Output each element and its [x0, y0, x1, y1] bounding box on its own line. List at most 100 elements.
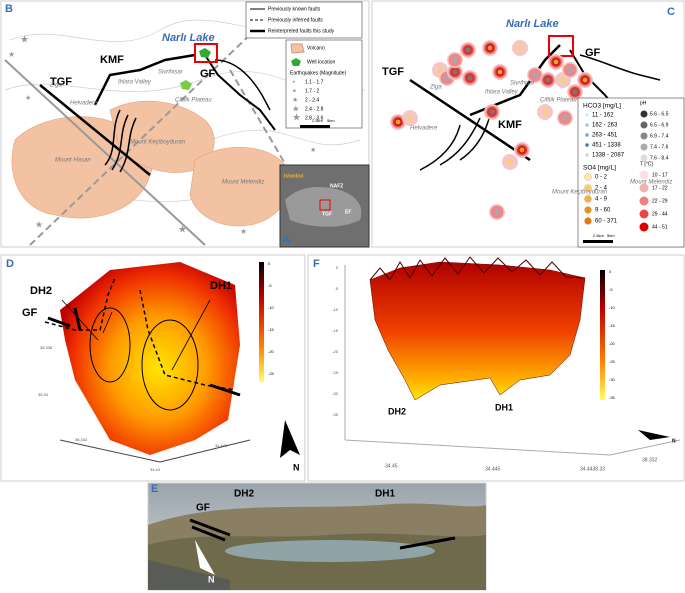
- place-name: Sivrihisar: [158, 70, 184, 76]
- colorbar-tick: -10: [268, 305, 275, 310]
- legend-dot: [640, 154, 648, 162]
- panel-label: B: [5, 3, 13, 15]
- legend-text: 7.6 - 8.4: [650, 155, 669, 161]
- sample-core: [507, 159, 513, 165]
- surface: [369, 261, 586, 401]
- panel-label: C: [667, 6, 675, 18]
- fault-name: TGF: [50, 76, 72, 88]
- svg-text:★: ★: [178, 225, 187, 236]
- legend-dot: [585, 123, 589, 127]
- surface-edge: [369, 256, 586, 281]
- legend-text: 162 - 263: [592, 123, 618, 129]
- sample-core: [437, 67, 443, 73]
- fault-name: KMF: [498, 119, 522, 131]
- axis-tick: 34.44: [150, 467, 161, 472]
- texts: B Narlı Lake KMF TGF GF Ziga Ihlara Valley Sivr…: [5, 3, 676, 584]
- north-arrow: [195, 540, 215, 575]
- well-zone: [89, 307, 131, 383]
- place-name: TGF: [322, 211, 332, 217]
- sample-core: [487, 45, 493, 51]
- axis-tick: 38.338: [40, 345, 53, 350]
- svg-text:★: ★: [240, 227, 247, 236]
- legend-text: 6.5 - 6.9: [650, 122, 669, 128]
- colorbar: [259, 262, 264, 382]
- legend-dot: [640, 132, 648, 140]
- svg-text:★: ★: [25, 94, 31, 102]
- legend-text: Previously known faults: [268, 6, 321, 12]
- colorbar-tick: -15: [268, 327, 275, 332]
- lake-name: Narlı Lake: [506, 18, 559, 30]
- sample-core: [519, 147, 525, 153]
- sample-core: [494, 209, 500, 215]
- place-name: Ziga: [49, 83, 62, 89]
- colorbar-tick: -20: [268, 349, 275, 354]
- faults-b: [39, 53, 276, 176]
- place-name: Çiftlik Plateau: [175, 98, 212, 104]
- legend-star: ★: [292, 96, 298, 104]
- north-label: N: [208, 574, 215, 584]
- place-name: EF: [345, 209, 351, 215]
- place-name: Ihlara Valley: [118, 80, 152, 86]
- legend-dot: [639, 209, 649, 219]
- place-name: Ziga: [429, 85, 442, 91]
- legend-text: 5.6 - 6.5: [650, 111, 669, 117]
- axis-tick: 34.45: [385, 463, 398, 469]
- fault-name: GF: [196, 503, 210, 514]
- sample-core: [545, 77, 551, 83]
- place-name: Mount Melendiz: [222, 180, 264, 186]
- colorbar-tick: -20: [609, 341, 616, 346]
- regional-faults: [4, 29, 331, 246]
- legend-star: ★: [292, 113, 301, 124]
- place-name: Istanbul: [284, 173, 304, 179]
- colorbar-tick: -10: [609, 305, 616, 310]
- legend-c-symbols: [584, 110, 649, 232]
- legend-text: 44 - 51: [652, 224, 668, 230]
- place-name: Çiftlik Plateau: [540, 98, 577, 104]
- sample-core: [395, 119, 401, 125]
- inset-land: [285, 187, 362, 227]
- svg-text:★: ★: [310, 146, 316, 154]
- axis-tick: -15: [332, 328, 339, 333]
- sample-core: [567, 67, 573, 73]
- colorbar-tick: 0: [268, 261, 271, 266]
- place-name: Mount Keçiboyduran: [130, 140, 186, 146]
- legend-b: [245, 1, 363, 39]
- scale-text: 5km: [607, 233, 615, 238]
- svg-text:★: ★: [35, 219, 43, 229]
- legend-dot: [585, 133, 589, 137]
- panel-label: F: [313, 258, 320, 270]
- sample-core: [467, 75, 473, 81]
- fault-name: GF: [585, 47, 601, 59]
- lake-name: Narlı Lake: [162, 32, 215, 44]
- legend-dot: [585, 153, 589, 157]
- well-name: DH2: [30, 285, 52, 297]
- legend-text: 263 - 451: [592, 133, 618, 139]
- axis-tick: -20: [332, 349, 339, 354]
- sample-core: [465, 47, 471, 53]
- legend-text: Reinterpreted faults this study: [268, 28, 335, 34]
- sample-core: [582, 77, 588, 83]
- sample-core: [572, 89, 578, 95]
- legend-volcano: [290, 43, 305, 54]
- legend-text: 1338 - 2087: [592, 153, 625, 159]
- legend-text: 10 - 17: [652, 172, 668, 178]
- sample-core: [532, 72, 538, 78]
- axis-tick: -30: [332, 391, 339, 396]
- legend-text: 2.4 - 2.8: [305, 106, 324, 112]
- legend-dot: [584, 173, 592, 181]
- colorbar-tick: 0: [609, 269, 612, 274]
- legend-star: ★: [292, 103, 300, 113]
- north-arrow: [280, 420, 300, 458]
- axis: [159, 439, 251, 463]
- scale-bar: [300, 125, 330, 128]
- well-name: DH2: [234, 489, 254, 500]
- legend-dot: [584, 184, 592, 192]
- axis-tick: 0: [336, 265, 339, 270]
- road: [148, 560, 230, 590]
- axis-tick: 38.34: [38, 392, 49, 397]
- legend-well: [291, 58, 301, 66]
- legend-text: 0 - 2: [595, 175, 608, 181]
- panel-label: D: [6, 258, 14, 270]
- legend-title: HCO3 [mg/L]: [583, 103, 621, 110]
